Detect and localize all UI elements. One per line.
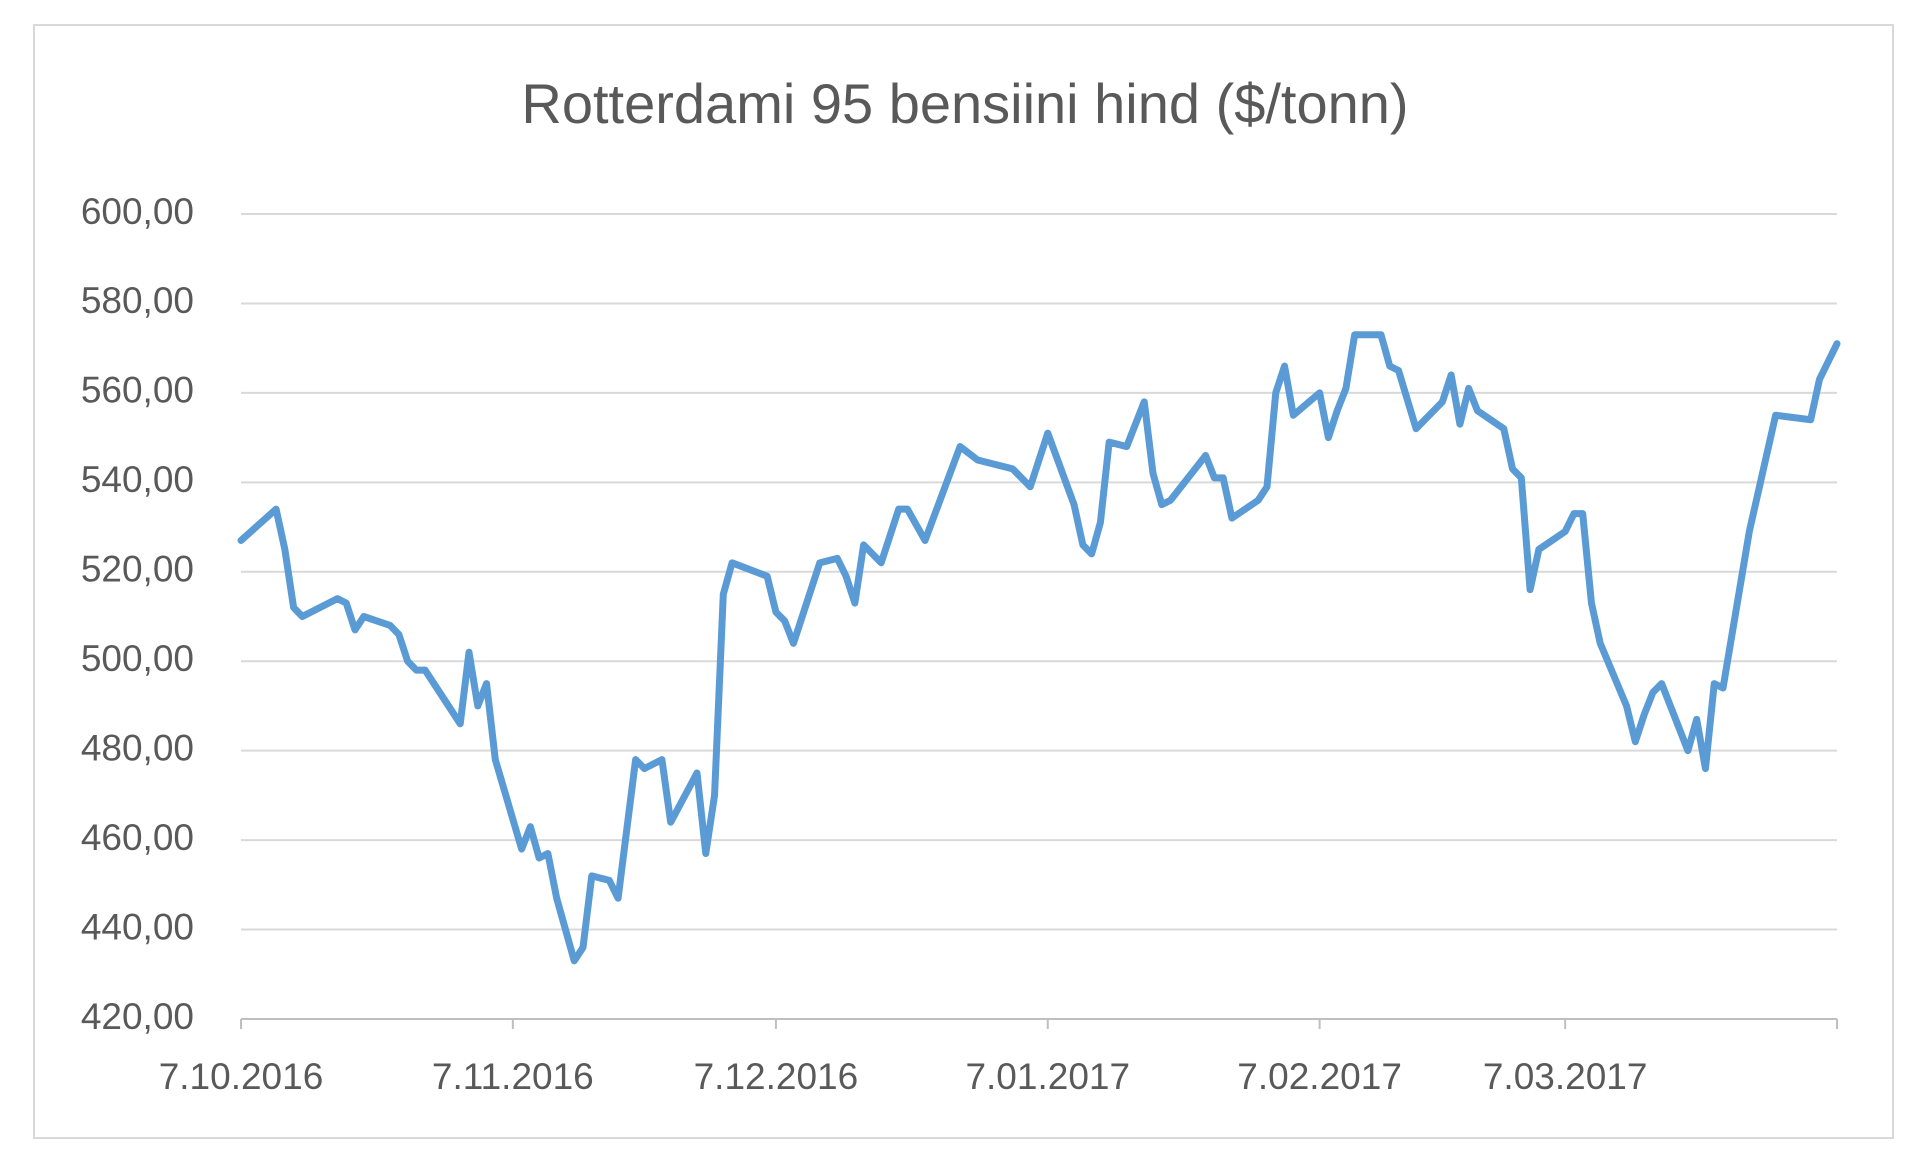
x-tick-label: 7.02.2017 [1237, 1056, 1402, 1097]
y-tick-label: 560,00 [81, 370, 194, 411]
y-tick-label: 580,00 [81, 280, 194, 321]
y-tick-label: 480,00 [81, 727, 194, 768]
x-tick-label: 7.10.2016 [159, 1056, 324, 1097]
chart-border [33, 24, 1894, 1139]
y-tick-label: 420,00 [81, 996, 194, 1037]
y-tick-label: 600,00 [81, 191, 194, 232]
chart-title: Rotterdami 95 bensiini hind ($/tonn) [521, 72, 1408, 135]
y-tick-label: 500,00 [81, 638, 194, 679]
x-tick-label: 7.12.2016 [694, 1056, 859, 1097]
x-tick-label: 7.01.2017 [965, 1056, 1130, 1097]
price-line [237, 331, 1841, 965]
y-tick-label: 540,00 [81, 459, 194, 500]
y-tick-label: 520,00 [81, 549, 194, 590]
x-tick-label: 7.03.2017 [1483, 1056, 1648, 1097]
y-tick-label: 460,00 [81, 817, 194, 858]
x-tick-label: 7.11.2016 [432, 1056, 594, 1097]
y-tick-label: 440,00 [81, 906, 194, 947]
